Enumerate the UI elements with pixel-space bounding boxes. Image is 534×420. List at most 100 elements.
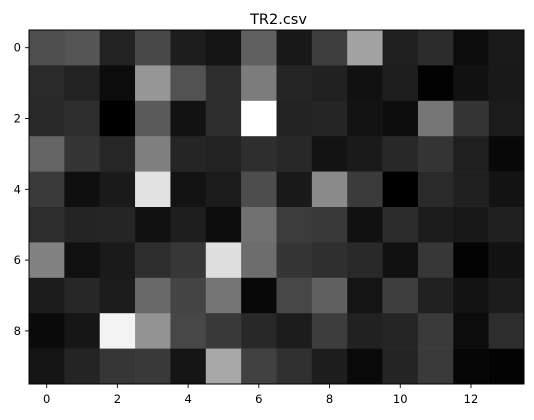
heatmap-cell: [99, 277, 136, 314]
heatmap-cell: [241, 100, 277, 137]
heatmap-cell: [453, 313, 489, 349]
heatmap-cell: [205, 242, 242, 279]
heatmap-cell: [453, 171, 489, 208]
heatmap-cell: [99, 100, 136, 137]
heatmap-cell: [170, 207, 207, 243]
heatmap-cell: [241, 277, 277, 314]
x-tick-label: 8: [326, 392, 333, 406]
heatmap-cell: [64, 207, 101, 243]
heatmap-cell: [417, 207, 454, 243]
heatmap-cell: [382, 207, 419, 243]
heatmap-cell: [488, 277, 525, 314]
heatmap-cell: [241, 171, 277, 208]
x-tick-label: 10: [393, 392, 408, 406]
heatmap-cell: [453, 136, 489, 172]
heatmap-cell: [241, 348, 277, 385]
heatmap-cell: [241, 30, 277, 66]
x-tick-label: 0: [43, 392, 50, 406]
heatmap-cell: [488, 30, 525, 66]
heatmap-cell: [205, 277, 242, 314]
heatmap-cell: [276, 65, 313, 102]
y-axis: 0 2 4 6 8: [14, 41, 29, 338]
heatmap-cell: [311, 136, 348, 172]
heatmap-cell: [347, 30, 383, 66]
x-tick-label: 2: [114, 392, 121, 406]
x-tick-label: 6: [255, 392, 262, 406]
heatmap-cell: [276, 136, 313, 172]
heatmap-cell: [205, 30, 242, 66]
heatmap-cell: [241, 136, 277, 172]
heatmap-cell: [276, 242, 313, 279]
heatmap-cell: [64, 348, 101, 385]
x-tick-label: 4: [184, 392, 191, 406]
heatmap-cell: [417, 171, 454, 208]
heatmap-cell: [29, 348, 65, 385]
heatmap-cell: [135, 171, 171, 208]
heatmap-cell: [488, 348, 525, 385]
heatmap-cell: [347, 171, 383, 208]
heatmap-cell: [453, 100, 489, 137]
heatmap-cell: [347, 100, 383, 137]
heatmap-cell: [453, 207, 489, 243]
heatmap-cell: [311, 277, 348, 314]
heatmap-cell: [170, 65, 207, 102]
heatmap-cell: [453, 65, 489, 102]
x-tick-label: 12: [464, 392, 479, 406]
heatmap-cell: [170, 242, 207, 279]
heatmap-cell: [99, 171, 136, 208]
heatmap-cell: [205, 65, 242, 102]
heatmap-cell: [276, 207, 313, 243]
heatmap-cell: [170, 30, 207, 66]
heatmap-cell: [382, 30, 419, 66]
heatmap-cell: [99, 136, 136, 172]
heatmap-cell: [347, 313, 383, 349]
heatmap-cell: [29, 136, 65, 172]
heatmap-cell: [347, 348, 383, 385]
heatmap-cell: [382, 348, 419, 385]
heatmap-cell: [64, 313, 101, 349]
heatmap-cell: [241, 242, 277, 279]
heatmap-cell: [453, 30, 489, 66]
heatmap-cell: [135, 242, 171, 279]
heatmap-cell: [205, 207, 242, 243]
heatmap-cell: [488, 207, 525, 243]
heatmap-cell: [241, 65, 277, 102]
heatmap-cell: [417, 348, 454, 385]
heatmap-cell: [488, 242, 525, 279]
heatmap-cell: [417, 136, 454, 172]
heatmap-cell: [170, 313, 207, 349]
heatmap-cell: [488, 65, 525, 102]
heatmap-cell: [29, 171, 65, 208]
heatmap-cell: [488, 136, 525, 172]
heatmap-cells: [29, 30, 525, 385]
heatmap-cell: [276, 313, 313, 349]
heatmap-cell: [64, 30, 101, 66]
heatmap-cell: [205, 313, 242, 349]
plot-frame: [28, 29, 525, 385]
heatmap-cell: [29, 313, 65, 349]
heatmap-cell: [347, 136, 383, 172]
heatmap-cell: [99, 313, 136, 349]
heatmap-cell: [135, 100, 171, 137]
heatmap-cell: [382, 313, 419, 349]
heatmap-cell: [347, 242, 383, 279]
heatmap-cell: [488, 100, 525, 137]
heatmap-cell: [170, 136, 207, 172]
heatmap-cell: [135, 277, 171, 314]
heatmap-cell: [205, 171, 242, 208]
heatmap-cell: [347, 65, 383, 102]
heatmap-cell: [417, 30, 454, 66]
y-tick-label: 8: [14, 324, 21, 338]
heatmap-cell: [417, 65, 454, 102]
heatmap-cell: [417, 277, 454, 314]
heatmap-cell: [347, 277, 383, 314]
heatmap-cell: [276, 277, 313, 314]
heatmap-cell: [453, 242, 489, 279]
heatmap-cell: [276, 30, 313, 66]
heatmap-cell: [135, 30, 171, 66]
y-tick-label: 2: [14, 112, 21, 126]
heatmap-cell: [311, 30, 348, 66]
heatmap-cell: [382, 277, 419, 314]
heatmap-cell: [135, 207, 171, 243]
